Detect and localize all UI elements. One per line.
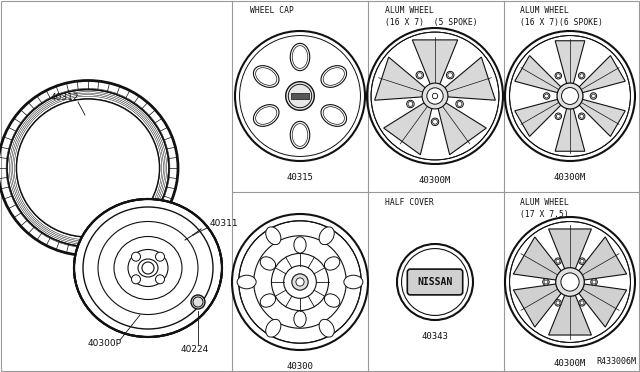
Circle shape	[579, 258, 585, 264]
Text: 40315: 40315	[287, 173, 314, 182]
Circle shape	[555, 299, 561, 306]
Circle shape	[131, 275, 140, 284]
Circle shape	[555, 73, 561, 79]
Polygon shape	[579, 237, 627, 280]
Circle shape	[406, 100, 414, 108]
Ellipse shape	[324, 257, 340, 270]
Circle shape	[579, 113, 585, 119]
Polygon shape	[438, 103, 486, 155]
Polygon shape	[513, 237, 561, 280]
Ellipse shape	[17, 99, 159, 237]
Polygon shape	[555, 108, 585, 151]
Polygon shape	[548, 229, 591, 269]
Circle shape	[456, 100, 463, 108]
Ellipse shape	[321, 105, 347, 126]
Ellipse shape	[253, 65, 279, 87]
Text: R433006M: R433006M	[596, 357, 636, 366]
Circle shape	[285, 82, 314, 110]
Ellipse shape	[291, 44, 310, 71]
Polygon shape	[513, 284, 561, 327]
Circle shape	[191, 295, 205, 309]
Circle shape	[296, 278, 304, 286]
Text: ALUM WHEEL
(16 X 7)  (5 SPOKE): ALUM WHEEL (16 X 7) (5 SPOKE)	[385, 6, 477, 27]
Circle shape	[543, 93, 550, 99]
Text: 40311: 40311	[210, 219, 239, 228]
Ellipse shape	[324, 294, 340, 307]
Circle shape	[579, 73, 585, 79]
Polygon shape	[374, 57, 425, 100]
Circle shape	[556, 268, 584, 296]
Ellipse shape	[344, 275, 363, 289]
Circle shape	[509, 222, 630, 343]
Ellipse shape	[237, 275, 256, 289]
Circle shape	[371, 32, 499, 160]
Bar	[291, 93, 309, 99]
Circle shape	[561, 273, 579, 291]
Ellipse shape	[260, 257, 276, 270]
Text: ALUM WHEEL
(16 X 7)(6 SPOKE): ALUM WHEEL (16 X 7)(6 SPOKE)	[520, 6, 603, 27]
Circle shape	[543, 279, 549, 285]
Polygon shape	[445, 57, 495, 100]
Ellipse shape	[260, 294, 276, 307]
Circle shape	[131, 252, 140, 261]
Circle shape	[557, 83, 583, 109]
Circle shape	[579, 299, 585, 306]
Text: WHEEL CAP: WHEEL CAP	[250, 6, 294, 15]
Ellipse shape	[319, 227, 334, 245]
Circle shape	[156, 275, 164, 284]
Ellipse shape	[294, 311, 306, 327]
FancyBboxPatch shape	[407, 269, 463, 295]
Text: 40312: 40312	[51, 93, 79, 102]
Circle shape	[416, 71, 424, 79]
Ellipse shape	[319, 319, 334, 337]
Circle shape	[555, 258, 561, 264]
Ellipse shape	[253, 105, 279, 126]
Polygon shape	[548, 295, 591, 335]
Polygon shape	[515, 55, 561, 93]
Ellipse shape	[266, 319, 281, 337]
Circle shape	[590, 93, 596, 99]
Polygon shape	[515, 99, 561, 137]
Circle shape	[555, 113, 561, 119]
Text: 40300M: 40300M	[554, 359, 586, 368]
Polygon shape	[579, 284, 627, 327]
Circle shape	[431, 118, 439, 126]
Text: 40343: 40343	[422, 332, 449, 341]
Polygon shape	[383, 103, 432, 155]
Circle shape	[239, 221, 361, 343]
Circle shape	[509, 36, 630, 157]
Text: HALF COVER: HALF COVER	[385, 198, 434, 207]
Ellipse shape	[74, 199, 222, 337]
Text: 40300: 40300	[287, 362, 314, 371]
Polygon shape	[412, 40, 458, 84]
Polygon shape	[579, 55, 625, 93]
Ellipse shape	[266, 227, 281, 245]
Ellipse shape	[321, 65, 347, 87]
Ellipse shape	[291, 121, 310, 149]
Circle shape	[447, 71, 454, 79]
Circle shape	[561, 87, 579, 105]
Circle shape	[156, 252, 164, 261]
Circle shape	[142, 262, 154, 274]
Circle shape	[427, 88, 443, 104]
Text: 40300M: 40300M	[554, 173, 586, 182]
Circle shape	[432, 93, 438, 99]
Text: 40300M: 40300M	[419, 176, 451, 185]
Circle shape	[422, 83, 448, 109]
Circle shape	[292, 274, 308, 290]
Text: 40224: 40224	[181, 346, 209, 355]
Text: NISSAN: NISSAN	[417, 277, 452, 287]
Circle shape	[591, 279, 597, 285]
Polygon shape	[579, 99, 625, 137]
Text: ALUM WHEEL
(17 X 7.5): ALUM WHEEL (17 X 7.5)	[520, 198, 569, 219]
Ellipse shape	[294, 237, 306, 253]
Polygon shape	[555, 41, 585, 84]
Text: 40300P: 40300P	[88, 339, 122, 347]
